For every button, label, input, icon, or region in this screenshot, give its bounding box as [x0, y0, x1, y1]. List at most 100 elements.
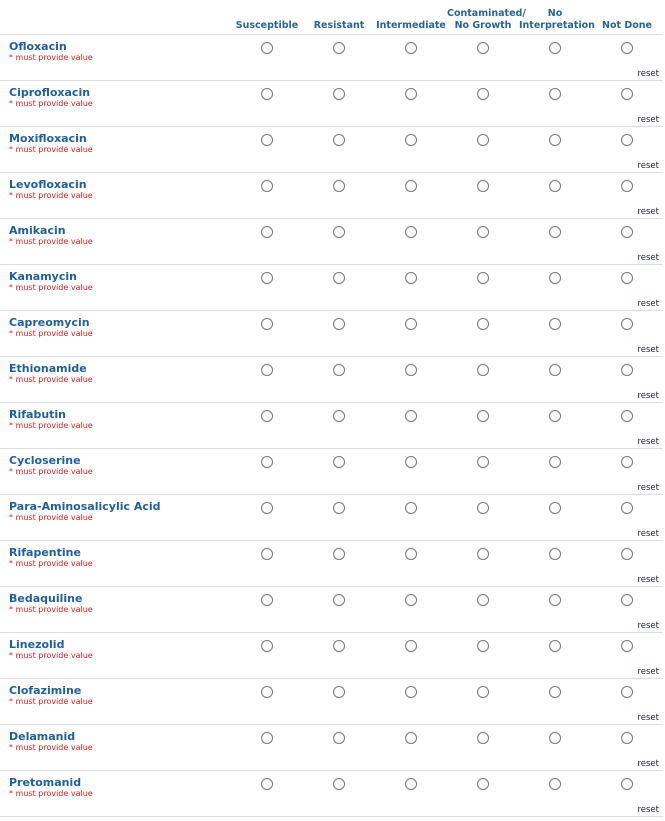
radio-button[interactable]	[261, 778, 273, 790]
radio-button[interactable]	[333, 502, 345, 514]
radio-button[interactable]	[261, 42, 273, 54]
radio-button[interactable]	[261, 272, 273, 284]
radio-button[interactable]	[621, 456, 633, 468]
radio-button[interactable]	[477, 88, 489, 100]
radio-button[interactable]	[621, 548, 633, 560]
radio-button[interactable]	[333, 318, 345, 330]
radio-button[interactable]	[333, 134, 345, 146]
radio-button[interactable]	[405, 594, 417, 606]
radio-button[interactable]	[261, 594, 273, 606]
radio-button[interactable]	[477, 272, 489, 284]
reset-link[interactable]: reset	[637, 575, 659, 585]
radio-button[interactable]	[405, 180, 417, 192]
radio-button[interactable]	[549, 548, 561, 560]
radio-button[interactable]	[549, 640, 561, 652]
radio-button[interactable]	[549, 502, 561, 514]
reset-link[interactable]: reset	[637, 437, 659, 447]
reset-link[interactable]: reset	[637, 667, 659, 677]
radio-button[interactable]	[333, 226, 345, 238]
radio-button[interactable]	[549, 226, 561, 238]
radio-button[interactable]	[477, 42, 489, 54]
radio-button[interactable]	[405, 640, 417, 652]
reset-link[interactable]: reset	[637, 529, 659, 539]
radio-button[interactable]	[549, 456, 561, 468]
radio-button[interactable]	[477, 548, 489, 560]
reset-link[interactable]: reset	[637, 621, 659, 631]
radio-button[interactable]	[549, 88, 561, 100]
reset-link[interactable]: reset	[637, 391, 659, 401]
radio-button[interactable]	[477, 640, 489, 652]
radio-button[interactable]	[621, 318, 633, 330]
radio-button[interactable]	[261, 364, 273, 376]
radio-button[interactable]	[333, 778, 345, 790]
radio-button[interactable]	[477, 732, 489, 744]
radio-button[interactable]	[261, 456, 273, 468]
radio-button[interactable]	[549, 732, 561, 744]
radio-button[interactable]	[477, 594, 489, 606]
reset-link[interactable]: reset	[637, 299, 659, 309]
radio-button[interactable]	[333, 456, 345, 468]
radio-button[interactable]	[333, 548, 345, 560]
radio-button[interactable]	[405, 502, 417, 514]
radio-button[interactable]	[621, 88, 633, 100]
radio-button[interactable]	[405, 732, 417, 744]
radio-button[interactable]	[333, 364, 345, 376]
radio-button[interactable]	[405, 456, 417, 468]
radio-button[interactable]	[333, 640, 345, 652]
radio-button[interactable]	[477, 226, 489, 238]
radio-button[interactable]	[621, 180, 633, 192]
radio-button[interactable]	[477, 134, 489, 146]
reset-link[interactable]: reset	[637, 805, 659, 815]
radio-button[interactable]	[477, 456, 489, 468]
radio-button[interactable]	[621, 502, 633, 514]
radio-button[interactable]	[261, 502, 273, 514]
reset-link[interactable]: reset	[637, 207, 659, 217]
radio-button[interactable]	[405, 364, 417, 376]
radio-button[interactable]	[261, 548, 273, 560]
radio-button[interactable]	[621, 732, 633, 744]
radio-button[interactable]	[261, 640, 273, 652]
radio-button[interactable]	[477, 364, 489, 376]
radio-button[interactable]	[405, 410, 417, 422]
radio-button[interactable]	[261, 686, 273, 698]
radio-button[interactable]	[621, 410, 633, 422]
radio-button[interactable]	[261, 226, 273, 238]
radio-button[interactable]	[477, 410, 489, 422]
radio-button[interactable]	[549, 134, 561, 146]
radio-button[interactable]	[405, 134, 417, 146]
radio-button[interactable]	[405, 226, 417, 238]
radio-button[interactable]	[477, 502, 489, 514]
radio-button[interactable]	[621, 272, 633, 284]
radio-button[interactable]	[405, 548, 417, 560]
reset-link[interactable]: reset	[637, 759, 659, 769]
radio-button[interactable]	[621, 640, 633, 652]
radio-button[interactable]	[549, 42, 561, 54]
radio-button[interactable]	[621, 778, 633, 790]
radio-button[interactable]	[333, 272, 345, 284]
reset-link[interactable]: reset	[637, 713, 659, 723]
radio-button[interactable]	[477, 318, 489, 330]
radio-button[interactable]	[261, 732, 273, 744]
radio-button[interactable]	[549, 318, 561, 330]
radio-button[interactable]	[405, 318, 417, 330]
radio-button[interactable]	[621, 364, 633, 376]
radio-button[interactable]	[621, 134, 633, 146]
radio-button[interactable]	[621, 594, 633, 606]
radio-button[interactable]	[333, 42, 345, 54]
radio-button[interactable]	[261, 318, 273, 330]
radio-button[interactable]	[261, 180, 273, 192]
reset-link[interactable]: reset	[637, 483, 659, 493]
radio-button[interactable]	[405, 686, 417, 698]
radio-button[interactable]	[261, 134, 273, 146]
radio-button[interactable]	[549, 364, 561, 376]
radio-button[interactable]	[333, 180, 345, 192]
radio-button[interactable]	[549, 272, 561, 284]
radio-button[interactable]	[405, 42, 417, 54]
radio-button[interactable]	[333, 410, 345, 422]
radio-button[interactable]	[549, 778, 561, 790]
radio-button[interactable]	[549, 180, 561, 192]
radio-button[interactable]	[549, 410, 561, 422]
radio-button[interactable]	[333, 594, 345, 606]
radio-button[interactable]	[333, 686, 345, 698]
radio-button[interactable]	[333, 732, 345, 744]
